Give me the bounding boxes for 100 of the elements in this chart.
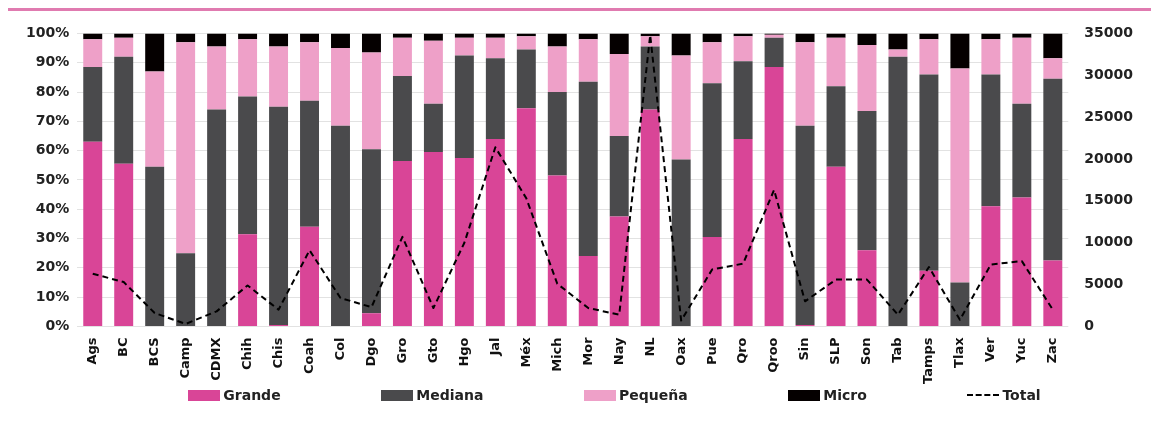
bar [300, 100, 319, 227]
bar [114, 37, 134, 57]
x-tick-label: Qro [734, 337, 750, 364]
bar [423, 40, 443, 104]
bar [826, 86, 846, 167]
bar [454, 33, 474, 38]
y2-tick-label: 5000 [1084, 275, 1124, 292]
bar [145, 166, 165, 326]
bar [269, 106, 289, 325]
bar [331, 125, 350, 326]
x-tick-label: Nay [610, 336, 626, 366]
x-tick-label: Oax [672, 336, 688, 366]
bar [795, 33, 815, 43]
x-tick-label: Gto [424, 337, 440, 364]
bar [857, 45, 877, 112]
y2-tick-label: 30000 [1084, 65, 1134, 82]
bar [423, 33, 443, 41]
bar [1043, 260, 1063, 326]
bar [238, 39, 258, 97]
bar [671, 55, 691, 160]
x-tick-label: Tamps [920, 337, 936, 385]
bar [331, 33, 350, 49]
x-tick-label: Ver [982, 336, 998, 363]
x-tick-label: Chih [238, 337, 254, 370]
bar [300, 42, 319, 101]
y-tick-label: 90% [35, 53, 70, 70]
x-tick-label: Chis [269, 337, 285, 369]
bar [919, 270, 939, 326]
bar [485, 33, 505, 38]
bar [392, 75, 412, 161]
y2-tick-label: 20000 [1084, 149, 1134, 166]
bar [857, 111, 877, 251]
x-tick-label: Coah [300, 337, 316, 374]
bar [269, 33, 289, 47]
bar [640, 109, 660, 326]
bar [176, 42, 196, 254]
x-tick-label: Camp [177, 337, 193, 379]
bar [145, 71, 165, 167]
bar [795, 42, 815, 126]
bar [361, 52, 381, 150]
bar [392, 160, 412, 326]
bar [114, 56, 134, 164]
bar [485, 138, 505, 326]
x-tick-label: Mich [548, 337, 564, 372]
bar [888, 56, 908, 326]
bar [516, 36, 536, 50]
y2-tick-label: 15000 [1084, 191, 1134, 208]
x-tick-label: Méx [517, 336, 533, 368]
bar [83, 141, 103, 326]
bar [176, 253, 196, 326]
bar [950, 282, 970, 326]
bar [919, 74, 939, 271]
bar [423, 152, 443, 326]
x-tick-label: Son [858, 337, 874, 366]
bar [888, 49, 908, 57]
x-tick-label: BCS [146, 337, 162, 367]
bar [919, 39, 939, 75]
bar [1043, 33, 1063, 59]
x-tick-label: Tlax [951, 336, 967, 368]
x-tick-label: CDMX [207, 337, 223, 381]
legend-label: Grande [223, 387, 281, 403]
bar [733, 61, 753, 139]
bar [145, 33, 165, 72]
bar [609, 53, 629, 136]
bar [114, 33, 134, 38]
bar [83, 39, 103, 68]
bar [423, 103, 443, 153]
bar [733, 36, 753, 62]
bar [1012, 37, 1032, 104]
bar [950, 33, 970, 69]
bar [702, 33, 722, 43]
y-tick-label: 60% [35, 141, 70, 158]
bar [361, 149, 381, 314]
bar [702, 83, 722, 238]
bar [609, 135, 629, 217]
bar [950, 68, 970, 283]
y-tick-label: 70% [35, 111, 70, 128]
bar [238, 96, 258, 235]
x-tick-label: NL [641, 337, 657, 357]
x-tick-label: Jal [486, 337, 502, 357]
x-tick-label: Dgo [362, 337, 378, 367]
legend-label: Micro [823, 387, 867, 403]
x-tick-label: BC [115, 337, 131, 357]
x-tick-label: Pue [703, 337, 719, 366]
x-tick-label: Col [331, 337, 347, 361]
legend-label: Mediana [416, 387, 484, 403]
bar [671, 159, 691, 326]
bar [981, 39, 1001, 75]
bar [547, 33, 567, 47]
bar [269, 46, 289, 107]
bar [392, 33, 412, 38]
legend-label: Total [1002, 387, 1041, 403]
bar [207, 46, 227, 110]
line-series [91, 34, 1054, 325]
bar [454, 157, 474, 326]
bar [361, 33, 381, 53]
bar [300, 226, 319, 326]
y2-tick-label: 25000 [1084, 107, 1134, 124]
bar [764, 37, 784, 68]
x-tick-label: Gro [393, 337, 409, 364]
